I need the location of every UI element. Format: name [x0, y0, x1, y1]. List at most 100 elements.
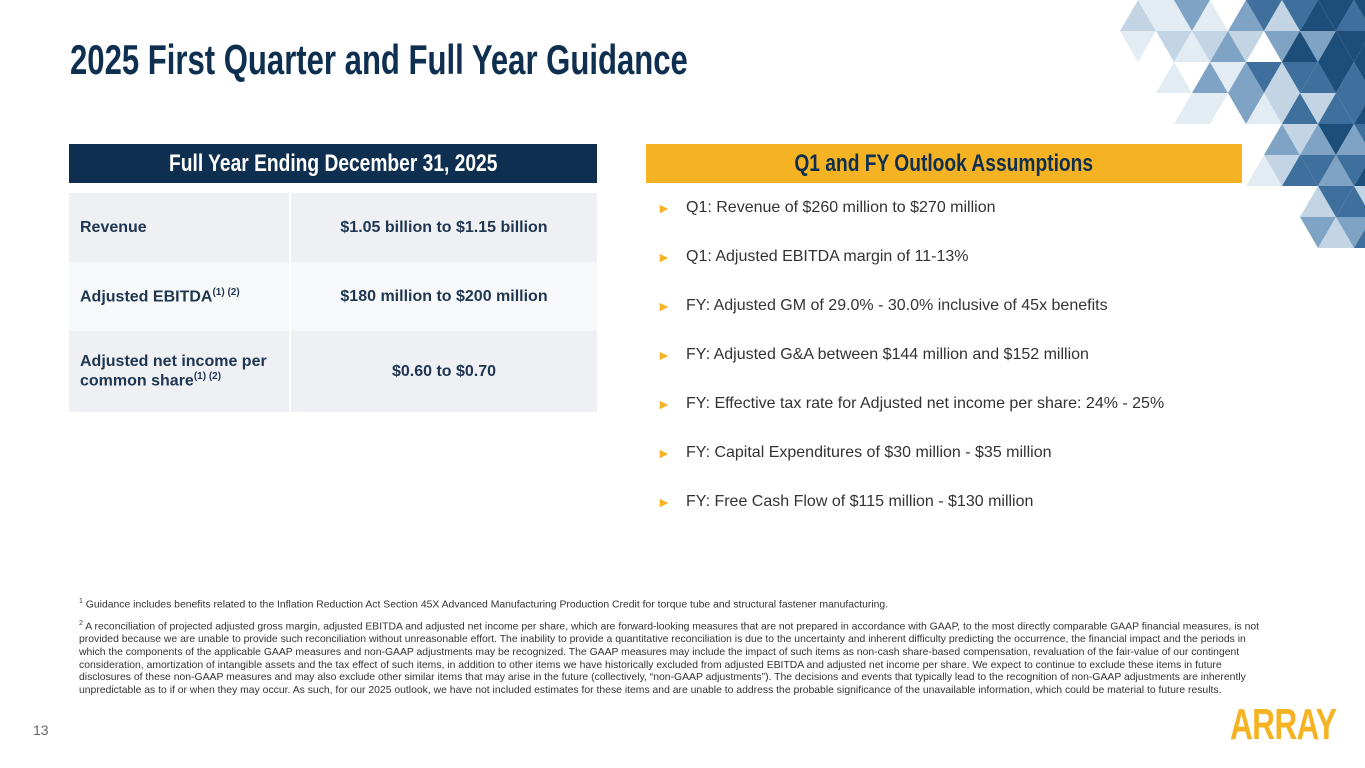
triangle: [1264, 31, 1300, 62]
triangle: [1156, 0, 1192, 31]
row-label: Adjusted EBITDA(1) (2): [69, 262, 289, 331]
page-number: 13: [33, 722, 49, 738]
triangle: [1192, 62, 1228, 93]
triangle: [1354, 105, 1365, 124]
triangle: [1174, 31, 1210, 62]
triangle: [1336, 31, 1365, 62]
assumption-item: Q1: Adjusted EBITDA margin of 11-13%: [657, 245, 1164, 294]
triangle: [1318, 0, 1354, 31]
guidance-table: Revenue $1.05 billion to $1.15 billion Adj…: [69, 193, 597, 412]
triangle: [1354, 0, 1365, 19]
triangle: [1210, 62, 1246, 93]
triangle: [1282, 155, 1318, 186]
slide-title: 2025 First Quarter and Full Year Guidanc…: [70, 36, 688, 83]
assumption-item: FY: Effective tax rate for Adjusted net …: [657, 392, 1164, 441]
guidance-header-text: Full Year Ending December 31, 2025: [168, 149, 498, 177]
triangle: [1246, 155, 1282, 186]
triangle: [1336, 0, 1365, 31]
triangle: [1246, 93, 1282, 124]
triangle: [1300, 217, 1336, 248]
triangle: [1300, 93, 1336, 124]
row-label-text: Revenue: [80, 218, 147, 236]
table-row: Adjusted net income per common share(1) …: [69, 331, 597, 412]
assumption-item: FY: Capital Expenditures of $30 million …: [657, 441, 1164, 490]
triangle: [1318, 124, 1354, 155]
triangle: [1354, 43, 1365, 62]
assumption-item: FY: Adjusted G&A between $144 million an…: [657, 343, 1164, 392]
triangle: [1192, 0, 1228, 31]
triangle: [1318, 186, 1354, 217]
triangle: [1354, 229, 1365, 248]
triangle: [1354, 124, 1365, 143]
triangle: [1318, 155, 1354, 186]
triangle: [1336, 155, 1365, 186]
triangle: [1282, 93, 1318, 124]
triangle: [1300, 186, 1336, 217]
row-value: $1.05 billion to $1.15 billion: [291, 193, 597, 262]
triangle: [1210, 31, 1246, 62]
row-label-text: Adjusted net income per common share(1) …: [80, 352, 267, 390]
row-value: $0.60 to $0.70: [291, 331, 597, 412]
triangle: [1264, 62, 1300, 93]
footnote-ref: (1) (2): [193, 370, 222, 382]
triangle: [1300, 155, 1336, 186]
triangle: [1354, 167, 1365, 186]
triangle: [1228, 31, 1264, 62]
footnote-text: Guidance includes benefits related to th…: [85, 599, 889, 611]
footnotes: 1 Guidance includes benefits related to …: [79, 596, 1261, 704]
triangle: [1354, 186, 1365, 205]
logo: ARRAY: [1230, 700, 1337, 749]
triangle: [1282, 0, 1318, 31]
footnote-ref: (1) (2): [212, 286, 240, 298]
triangle: [1336, 124, 1365, 155]
footnote-mark: 2: [79, 620, 83, 628]
assumptions-header: Q1 and FY Outlook Assumptions: [646, 144, 1242, 183]
triangle: [1120, 0, 1156, 31]
guidance-header: Full Year Ending December 31, 2025: [69, 144, 597, 183]
triangle: [1138, 0, 1174, 31]
table-row: Revenue $1.05 billion to $1.15 billion: [69, 193, 597, 262]
triangle: [1192, 31, 1228, 62]
triangle: [1156, 31, 1192, 62]
assumption-item: FY: Adjusted GM of 29.0% - 30.0% inclusi…: [657, 294, 1164, 343]
triangle-pattern: [1120, 0, 1365, 248]
row-label: Adjusted net income per common share(1) …: [69, 331, 289, 412]
footnote-text: A reconciliation of projected adjusted g…: [79, 621, 1260, 697]
triangle: [1192, 93, 1228, 124]
footnote: 2 A reconciliation of projected adjusted…: [79, 618, 1261, 698]
triangle: [1282, 62, 1318, 93]
triangle: [1228, 93, 1264, 124]
footnote-mark: 1: [79, 598, 83, 605]
triangle: [1318, 62, 1354, 93]
triangle: [1300, 124, 1336, 155]
table-row: Adjusted EBITDA(1) (2) $180 million to $2…: [69, 262, 597, 331]
triangle: [1300, 31, 1336, 62]
triangle: [1336, 217, 1365, 248]
triangle: [1174, 93, 1210, 124]
triangle: [1228, 62, 1264, 93]
triangle: [1246, 62, 1282, 93]
triangle: [1246, 0, 1282, 31]
triangle: [1264, 155, 1300, 186]
triangle: [1120, 31, 1156, 62]
triangle: [1282, 124, 1318, 155]
triangle: [1174, 0, 1210, 31]
triangle: [1318, 93, 1354, 124]
assumptions-header-text: Q1 and FY Outlook Assumptions: [794, 149, 1094, 177]
row-label-text: Adjusted EBITDA(1) (2): [80, 286, 240, 306]
footnote: 1 Guidance includes benefits related to …: [79, 596, 1261, 612]
triangle: [1156, 62, 1192, 93]
triangle: [1300, 0, 1336, 31]
triangle: [1300, 62, 1336, 93]
assumptions-list: Q1: Revenue of $260 million to $270 mill…: [657, 196, 1164, 539]
triangle: [1264, 93, 1300, 124]
triangle: [1282, 31, 1318, 62]
triangle: [1264, 124, 1300, 155]
triangle: [1264, 0, 1300, 31]
assumption-item: Q1: Revenue of $260 million to $270 mill…: [657, 196, 1164, 245]
triangle: [1354, 62, 1365, 81]
row-label: Revenue: [69, 193, 289, 262]
triangle: [1336, 62, 1365, 93]
triangle: [1318, 31, 1354, 62]
